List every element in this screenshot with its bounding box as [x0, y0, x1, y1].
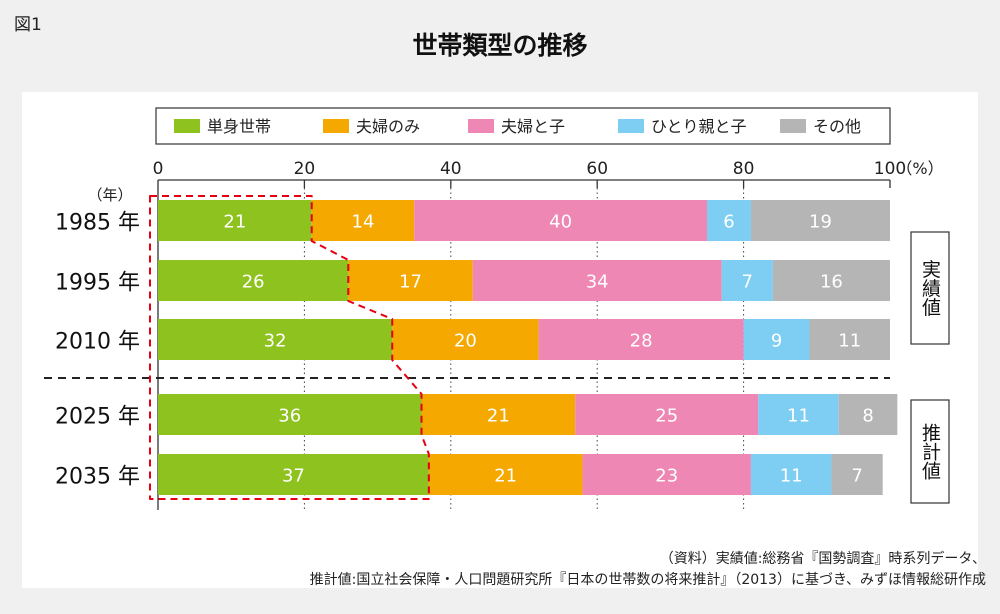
data-label: 19: [809, 212, 832, 233]
x-tick-label: 100: [874, 159, 906, 179]
legend-swatch: [468, 119, 494, 133]
data-label: 6: [723, 212, 734, 233]
data-label: 37: [282, 466, 305, 487]
x-tick-label: 40: [440, 159, 462, 179]
data-label: 11: [787, 406, 810, 427]
legend-swatch: [323, 119, 349, 133]
data-label: 11: [780, 466, 803, 487]
category-label: 1995 年: [55, 271, 140, 296]
x-unit-label: （%）: [896, 159, 943, 178]
x-tick-label: 0: [153, 159, 164, 179]
bar-segment: [311, 200, 415, 241]
data-label: 16: [820, 272, 843, 293]
data-label: 7: [742, 272, 753, 293]
bar-segment: [809, 319, 890, 360]
data-label: 34: [586, 272, 609, 293]
chart-panel: 単身世帯 夫婦のみ 夫婦と子 ひとり親と子 その他 0 20 40 60 80 100 （%） （年） 1…: [22, 92, 978, 588]
bar-segment: [743, 319, 810, 360]
data-label: 11: [838, 331, 861, 352]
bar-segment: [838, 394, 898, 435]
data-label: 21: [494, 466, 517, 487]
legend-swatch: [618, 119, 644, 133]
bar-segment: [392, 319, 539, 360]
data-label: 7: [851, 466, 862, 487]
category-label: 1985 年: [55, 211, 140, 236]
data-label: 25: [655, 406, 678, 427]
chart-title: 世帯類型の推移: [412, 31, 588, 60]
bar-segment: [831, 454, 883, 495]
bar-segment: [158, 260, 349, 301]
y-unit-label: （年）: [87, 186, 132, 204]
data-label: 17: [399, 272, 422, 293]
legend-label: ひとり親と子: [651, 117, 747, 136]
data-label: 8: [862, 406, 873, 427]
bar-segment: [575, 394, 759, 435]
bar-segment: [707, 200, 751, 241]
source-line-2: 推計値:国立社会保障・人口問題研究所『日本の世帯数の将来推計』（2013）に基づ…: [309, 572, 986, 588]
legend-swatch: [174, 119, 200, 133]
bar-segment: [158, 454, 429, 495]
x-tick-label: 80: [733, 159, 755, 179]
bar-segment: [348, 260, 473, 301]
data-label: 28: [630, 331, 653, 352]
source-line-1: （資料）実績値:総務省『国勢調査』時系列データ、: [659, 551, 986, 567]
data-label: 21: [487, 406, 510, 427]
bar-segment: [758, 394, 839, 435]
data-label: 26: [242, 272, 265, 293]
bar-segment: [772, 260, 890, 301]
category-label: 2035 年: [55, 465, 140, 490]
bar-segment: [582, 454, 751, 495]
data-label: 23: [655, 466, 678, 487]
bar-segment: [158, 319, 393, 360]
bar-segment: [158, 200, 312, 241]
highlight-outline: [149, 195, 430, 500]
group-box: [910, 399, 950, 504]
data-label: 21: [223, 212, 246, 233]
legend-label: 夫婦と子: [501, 117, 565, 136]
bar-segment: [472, 260, 722, 301]
bar-segment: [158, 394, 422, 435]
bar-segment: [750, 200, 890, 241]
group-label: 推計値: [919, 423, 941, 480]
x-tick-label: 60: [586, 159, 608, 179]
bar-segment: [538, 319, 744, 360]
data-label: 14: [352, 212, 375, 233]
category-label: 2025 年: [55, 405, 140, 430]
legend-box: [155, 107, 891, 145]
data-label: 20: [454, 331, 477, 352]
x-tick-label: 20: [294, 159, 316, 179]
group-label: 実績値: [919, 259, 941, 316]
legend-label: 単身世帯: [207, 117, 271, 136]
data-label: 32: [264, 331, 287, 352]
figure-label: 図1: [14, 15, 42, 35]
bar-segment: [421, 394, 576, 435]
legend-label: 夫婦のみ: [356, 117, 420, 136]
data-label: 36: [278, 406, 301, 427]
category-label: 2010 年: [55, 330, 140, 355]
bar-segment: [750, 454, 832, 495]
bar-segment: [721, 260, 773, 301]
legend-swatch: [780, 119, 806, 133]
data-label: 9: [771, 331, 782, 352]
legend-label: その他: [813, 117, 861, 136]
data-label: 40: [549, 212, 572, 233]
stacked-bar-chart: 単身世帯 夫婦のみ 夫婦と子 ひとり親と子 その他 0 20 40 60 80 100（%） （年） 1…: [44, 107, 950, 510]
group-box: [910, 231, 950, 345]
bar-segment: [414, 200, 707, 241]
bar-segment: [428, 454, 583, 495]
